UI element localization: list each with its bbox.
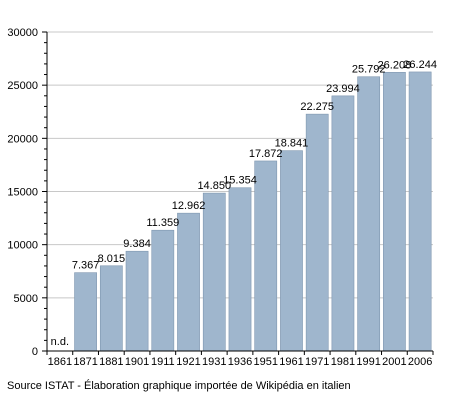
y-tick-label: 20000 <box>7 133 38 145</box>
y-tick-label: 0 <box>32 346 38 358</box>
bar-1991 <box>357 76 381 352</box>
bars <box>74 71 432 352</box>
bar-1981 <box>331 95 355 352</box>
x-tick-label-1951: 1951 <box>253 356 277 368</box>
x-tick-label-1961: 1961 <box>279 356 303 368</box>
bar-1881 <box>99 265 123 352</box>
labels: 0 5000 10000 15000 20000 25000 30000 n.d. 1861 7.… <box>7 27 437 368</box>
bar-1971 <box>305 113 329 352</box>
y-tick-label: 25000 <box>7 80 38 92</box>
data-label-1861: n.d. <box>51 336 69 348</box>
bar-1961 <box>280 150 303 352</box>
data-label-1991: 25.792 <box>352 64 386 76</box>
x-tick-label-2001: 2001 <box>382 356 406 368</box>
x-tick-label-2006: 2006 <box>408 356 432 368</box>
data-label-2001: 26.208 <box>378 59 412 71</box>
data-label-1921: 12.962 <box>172 200 206 212</box>
bar-1921 <box>177 212 200 352</box>
x-tick-label-1871: 1871 <box>73 356 97 368</box>
data-label-1911: 11.359 <box>146 217 179 229</box>
source-note: Source ISTAT - Élaboration graphique imp… <box>7 380 351 392</box>
bar-1901 <box>125 250 149 352</box>
y-tick-label: 15000 <box>7 187 38 199</box>
bar-1911 <box>151 229 175 352</box>
bar-1951 <box>254 160 278 352</box>
x-tick-label-1911: 1911 <box>151 356 175 368</box>
y-tick-label: 10000 <box>7 240 38 252</box>
bar-chart: 0 5000 10000 15000 20000 25000 30000 n.d. 1861 7.… <box>7 27 437 368</box>
bar-2006 <box>408 71 432 352</box>
x-tick-label-1901: 1901 <box>125 356 149 368</box>
data-label-1981: 23.994 <box>326 83 360 95</box>
x-tick-label-1931: 1931 <box>202 356 226 368</box>
bar-1931 <box>202 192 226 352</box>
x-tick-label-1971: 1971 <box>305 356 329 368</box>
data-label-1901: 9.384 <box>123 238 151 250</box>
data-label-2006: 26.244 <box>403 59 437 71</box>
x-tick-label-1861: 1861 <box>48 356 72 368</box>
axes <box>42 31 434 355</box>
data-label-1931: 14.850 <box>197 180 231 192</box>
x-tick-label-1991: 1991 <box>356 356 380 368</box>
bar-1871 <box>74 272 97 352</box>
data-label-1871: 7.367 <box>72 260 100 272</box>
data-label-1971: 22.275 <box>300 101 334 113</box>
x-tick-label-1936: 1936 <box>228 356 252 368</box>
x-tick-label-1881: 1881 <box>99 356 123 368</box>
data-label-1961: 18.841 <box>275 138 309 150</box>
bar-2001 <box>383 72 406 352</box>
y-tick-label: 30000 <box>7 27 38 39</box>
data-label-1936: 15.354 <box>223 175 257 187</box>
data-label-1881: 8.015 <box>98 253 126 265</box>
bar-1936 <box>228 187 252 352</box>
x-tick-label-1921: 1921 <box>176 356 200 368</box>
x-tick-label-1981: 1981 <box>331 356 355 368</box>
y-tick-label: 5000 <box>14 293 38 305</box>
data-label-1951: 17.872 <box>249 148 283 160</box>
